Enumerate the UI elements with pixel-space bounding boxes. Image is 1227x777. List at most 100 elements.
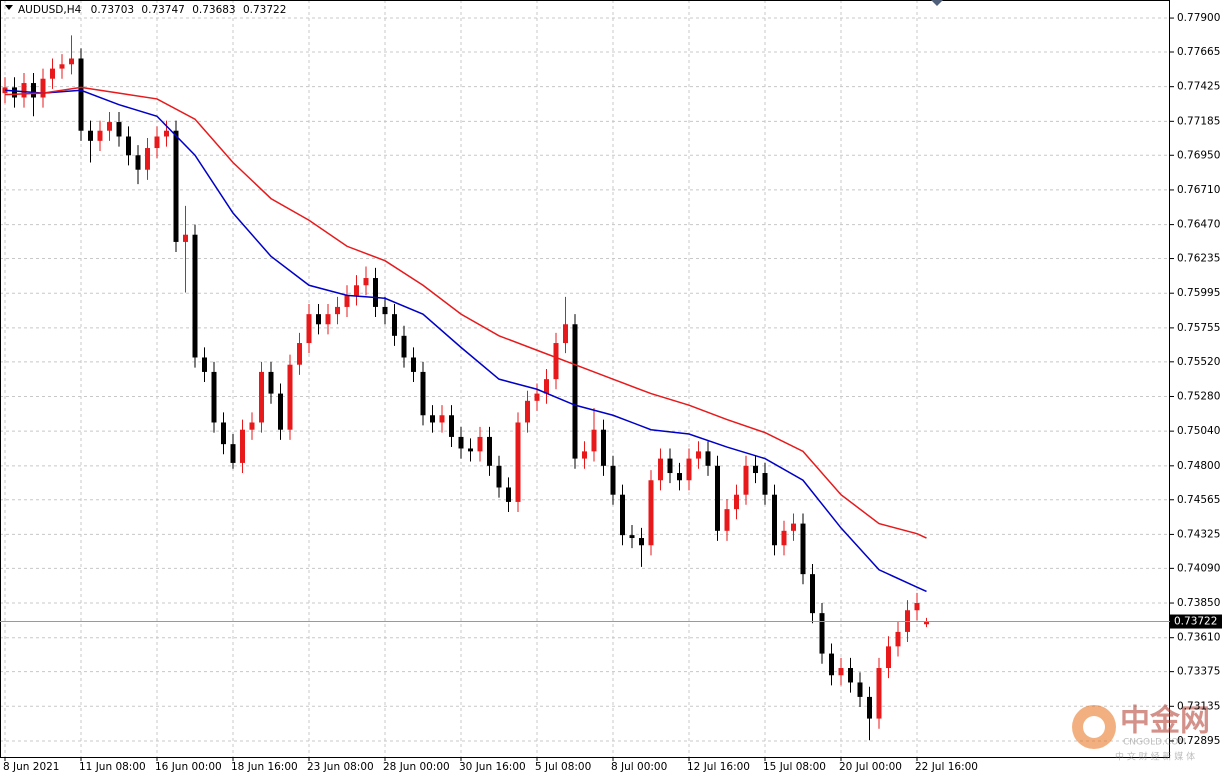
candle-body bbox=[601, 429, 606, 466]
watermark-logo: 中金网 bbox=[1120, 704, 1210, 739]
y-tick-label: 0.75755 bbox=[1177, 322, 1220, 334]
candle-body bbox=[458, 436, 464, 449]
x-tick-label: 28 Jun 00:00 bbox=[383, 761, 450, 773]
candle-body bbox=[420, 371, 426, 416]
symbol: AUDUSD,H4 bbox=[18, 4, 82, 16]
y-tick-label: 0.77665 bbox=[1177, 46, 1220, 58]
candle-body bbox=[306, 314, 312, 344]
shift-marker bbox=[931, 0, 943, 6]
candle-body bbox=[772, 494, 777, 546]
candle-body bbox=[344, 295, 350, 307]
candle-body bbox=[88, 130, 93, 141]
candle-body bbox=[886, 646, 891, 669]
candle-body bbox=[506, 487, 511, 502]
moving-average bbox=[4, 86, 927, 539]
candle-body bbox=[278, 393, 283, 430]
candle-body bbox=[449, 415, 454, 437]
candle-body bbox=[914, 603, 920, 611]
candle-body bbox=[876, 668, 882, 719]
candle-body bbox=[97, 130, 103, 141]
candle-body bbox=[50, 68, 55, 79]
plot-frame bbox=[0, 0, 1170, 758]
candle-body bbox=[857, 682, 863, 697]
ohlc-high: 0.73747 bbox=[141, 4, 184, 16]
candle-body bbox=[230, 444, 236, 463]
candle-body bbox=[240, 429, 245, 463]
candle-body bbox=[667, 458, 673, 474]
moving-average bbox=[4, 89, 927, 593]
candle-body bbox=[838, 668, 844, 676]
candle-body bbox=[173, 130, 179, 242]
candle-body bbox=[373, 278, 378, 307]
menu-arrow[interactable] bbox=[5, 5, 13, 10]
candle-body bbox=[610, 465, 616, 495]
ohlc-open: 0.73703 bbox=[91, 4, 134, 16]
y-tick-label: 0.76470 bbox=[1177, 219, 1220, 231]
candle-body bbox=[477, 436, 483, 452]
x-tick-label: 5 Jul 08:00 bbox=[535, 761, 591, 773]
x-tick-label: 23 Jun 08:00 bbox=[307, 761, 374, 773]
candle-body bbox=[12, 87, 17, 98]
ohlc-low: 0.73683 bbox=[192, 4, 235, 16]
candle-body bbox=[867, 696, 872, 719]
candle-body bbox=[582, 451, 587, 459]
candle-body bbox=[40, 78, 46, 98]
candle-body bbox=[534, 393, 540, 401]
candle-body bbox=[724, 509, 730, 531]
candle-body bbox=[629, 535, 635, 539]
candle-body bbox=[743, 465, 749, 495]
candle-body bbox=[145, 148, 150, 170]
candle-body bbox=[819, 613, 825, 654]
candle-body bbox=[116, 122, 122, 137]
candle-body bbox=[401, 335, 407, 358]
y-tick-label: 0.73135 bbox=[1177, 700, 1220, 712]
x-tick-label: 18 Jun 16:00 bbox=[231, 761, 298, 773]
x-tick-label: 8 Jun 2021 bbox=[3, 761, 59, 773]
header: AUDUSD,H4 0.73703 0.73747 0.73683 0.7372… bbox=[18, 4, 286, 16]
candle-body bbox=[658, 458, 663, 481]
x-tick-label: 20 Jul 00:00 bbox=[839, 761, 902, 773]
candle-body bbox=[620, 494, 625, 536]
candle-body bbox=[183, 234, 188, 242]
candle-body bbox=[544, 379, 549, 394]
x-tick-label: 30 Jun 16:00 bbox=[459, 761, 526, 773]
candle-body bbox=[325, 314, 331, 325]
watermark-logo-inner bbox=[1083, 716, 1105, 738]
y-tick-label: 0.73375 bbox=[1177, 666, 1220, 678]
candle-body bbox=[895, 631, 901, 647]
y-tick-label: 0.76710 bbox=[1177, 184, 1220, 196]
current-price-label: 0.73722 bbox=[1174, 616, 1217, 628]
y-tick-label: 0.77900 bbox=[1177, 12, 1220, 24]
y-tick-label: 0.75280 bbox=[1177, 390, 1220, 402]
y-tick-label: 0.76950 bbox=[1177, 149, 1220, 161]
candle-body bbox=[762, 473, 768, 495]
y-tick-label: 0.76235 bbox=[1177, 253, 1220, 265]
candle-body bbox=[924, 621, 929, 625]
candle-body bbox=[677, 473, 682, 481]
y-tick-label: 0.77425 bbox=[1177, 81, 1220, 93]
y-tick-label: 0.75995 bbox=[1177, 287, 1220, 299]
x-tick-label: 15 Jul 08:00 bbox=[763, 761, 826, 773]
x-tick-label: 11 Jun 08:00 bbox=[79, 761, 146, 773]
candle-body bbox=[791, 523, 796, 531]
candle-body bbox=[69, 58, 74, 65]
candle-body bbox=[572, 324, 578, 459]
y-tick-label: 0.75520 bbox=[1177, 356, 1220, 368]
candle-body bbox=[686, 458, 692, 481]
candle-body bbox=[515, 422, 521, 502]
candle-body bbox=[164, 130, 169, 137]
candle-body bbox=[221, 422, 226, 445]
candle-body bbox=[202, 357, 207, 372]
candle-body bbox=[439, 415, 445, 423]
candle-body bbox=[259, 371, 264, 423]
x-tick-label: 16 Jun 00:00 bbox=[155, 761, 222, 773]
watermark-tagline: 中 文 财 经 新 媒 体 bbox=[1115, 751, 1195, 763]
candle-body bbox=[696, 451, 701, 459]
candle-body bbox=[800, 523, 806, 575]
candle-body bbox=[392, 314, 397, 336]
candle-body bbox=[430, 415, 435, 423]
candle-body bbox=[496, 465, 502, 488]
candle-body bbox=[553, 343, 559, 380]
candle-body bbox=[59, 64, 65, 69]
candle-body bbox=[107, 122, 112, 131]
